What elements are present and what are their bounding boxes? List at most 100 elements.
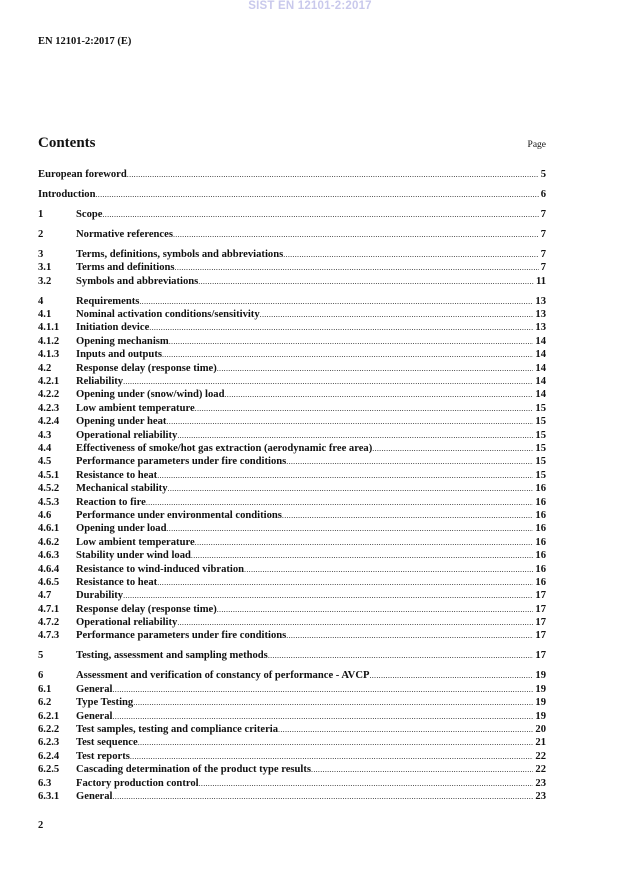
toc-entry-page: 17 — [535, 617, 546, 629]
toc-entry[interactable]: 6.2.3 Test sequence 21 — [38, 736, 546, 749]
toc-entry[interactable]: 6.2 Type Testing 19 — [38, 696, 546, 709]
toc-entry-title: Performance under environmental conditio… — [76, 509, 282, 521]
toc-entry[interactable]: 6.3 Factory production control 23 — [38, 777, 546, 790]
toc-entry[interactable]: 4.5.1 Resistance to heat 15 — [38, 469, 546, 482]
toc-entry[interactable]: 1 Scope 7 — [38, 208, 546, 221]
dot-leader — [177, 616, 533, 629]
toc-entry-page: 11 — [535, 275, 546, 287]
toc-entry[interactable]: 6.1 General 19 — [38, 683, 546, 696]
toc-entry-title: General — [76, 710, 113, 722]
dot-leader — [195, 536, 534, 549]
toc-entry-number: 4.7.3 — [38, 630, 60, 642]
toc-entry-number: 2 — [38, 228, 44, 240]
toc-entry-page: 19 — [535, 670, 546, 682]
toc-entry[interactable]: 6.2.2 Test samples, testing and complianc… — [38, 723, 546, 736]
toc-entry[interactable]: 4.7.1 Response delay (response time) 17 — [38, 603, 546, 616]
dot-leader — [268, 649, 534, 662]
toc-entry-title: Terms, definitions, symbols and abbrevia… — [76, 248, 284, 260]
toc-entry[interactable]: 4.2 Response delay (response time) 14 — [38, 362, 546, 375]
dot-leader — [217, 362, 534, 375]
toc-entry[interactable]: 4.2.3 Low ambient temperature 15 — [38, 402, 546, 415]
toc-entry[interactable]: 6.2.1 General 19 — [38, 710, 546, 723]
dot-leader — [217, 603, 534, 616]
toc-entry-page: 14 — [535, 362, 546, 374]
toc-entry[interactable]: Introduction 6 — [38, 188, 546, 201]
dot-leader — [278, 723, 533, 736]
toc-entry-title: Scope — [76, 208, 103, 220]
dot-leader — [168, 482, 534, 495]
toc-entry[interactable]: 4.6.5 Resistance to heat 16 — [38, 576, 546, 589]
toc-entry-title: Reaction to fire — [76, 496, 146, 508]
toc-entry-title: Test samples, testing and compliance cri… — [76, 724, 279, 735]
dot-leader — [173, 228, 539, 241]
toc-entry-number: 4.6 — [38, 509, 52, 521]
toc-entry-number: 4 — [38, 295, 44, 307]
contents-heading: Contents — [38, 135, 96, 151]
dot-leader — [162, 348, 533, 361]
toc-entry-number: 4.6.3 — [38, 550, 60, 562]
toc-entry-title: Normative references — [76, 228, 173, 240]
toc-entry-page: 16 — [535, 523, 546, 535]
toc-entry-page: 19 — [535, 710, 546, 722]
dot-leader — [146, 496, 534, 509]
toc-entry[interactable]: 4.2.4 Opening under heat 15 — [38, 415, 546, 428]
toc-entry-title: Opening under heat — [76, 416, 167, 428]
toc-entry-number: 4.7 — [38, 590, 52, 602]
toc-entry-number: 4.6.4 — [38, 563, 60, 575]
toc-entry-number: 4.5.1 — [38, 469, 60, 481]
toc-entry[interactable]: 4.7.3 Performance parameters under fire c… — [38, 629, 546, 642]
dot-leader — [177, 429, 533, 442]
toc-entry[interactable]: 4.1.1 Initiation device 13 — [38, 321, 546, 334]
toc-entry[interactable]: 4.6.4 Resistance to wind-induced vibratio… — [38, 563, 546, 576]
dot-leader — [369, 669, 533, 682]
toc-entry[interactable]: 4.6 Performance under environmental condi… — [38, 509, 546, 522]
toc-entry[interactable]: 6.2.4 Test reports 22 — [38, 750, 546, 763]
toc-entry[interactable]: 6.3.1 General 23 — [38, 790, 546, 803]
toc-group: 1 Scope 7 — [38, 208, 546, 221]
toc-entry[interactable]: 4.5 Performance parameters under fire con… — [38, 455, 546, 468]
toc-entry[interactable]: 2 Normative references 7 — [38, 228, 546, 241]
toc-entry[interactable]: 5 Testing, assessment and sampling method… — [38, 649, 546, 662]
toc-entry[interactable]: 4.1.3 Inputs and outputs 14 — [38, 348, 546, 361]
toc-entry-page: 15 — [535, 429, 546, 441]
toc-entry[interactable]: 4 Requirements 13 — [38, 295, 546, 308]
toc-entry-page: 15 — [535, 469, 546, 481]
toc-entry-title: Requirements — [76, 295, 140, 307]
toc-entry[interactable]: 4.5.2 Mechanical stability 16 — [38, 482, 546, 495]
toc-entry[interactable]: 4.2.1 Reliability 14 — [38, 375, 546, 388]
toc-entry-page: 21 — [535, 737, 546, 749]
toc-entry[interactable]: 3.1 Terms and definitions 7 — [38, 261, 546, 274]
toc-entry-title: Operational reliability — [76, 617, 178, 629]
toc-entry[interactable]: 4.7.2 Operational reliability 17 — [38, 616, 546, 629]
toc-entry-number: 6.2.5 — [38, 764, 60, 776]
dot-leader — [166, 415, 533, 428]
toc-entry[interactable]: 4.1 Nominal activation conditions/sensiti… — [38, 308, 546, 321]
toc-entry[interactable]: 4.6.1 Opening under load 16 — [38, 522, 546, 535]
toc-entry-number: 4.6.5 — [38, 576, 60, 588]
toc-entry-page: 20 — [535, 724, 546, 735]
toc-entry[interactable]: 4.1.2 Opening mechanism 14 — [38, 335, 546, 348]
toc-entry[interactable]: 4.3 Operational reliability 15 — [38, 429, 546, 442]
dot-leader — [112, 683, 533, 696]
toc-entry[interactable]: 3 Terms, definitions, symbols and abbrevi… — [38, 248, 546, 261]
toc-entry-title: Test reports — [76, 750, 130, 762]
toc-entry-number: 4.6.1 — [38, 523, 60, 535]
toc-entry[interactable]: 4.5.3 Reaction to fire 16 — [38, 496, 546, 509]
toc-entry[interactable]: 4.4 Effectiveness of smoke/hot gas extrac… — [38, 442, 546, 455]
toc-entry[interactable]: 4.6.3 Stability under wind load 16 — [38, 549, 546, 562]
toc-entry-page: 6 — [540, 188, 546, 200]
toc-entry-number: 4.2.2 — [38, 389, 60, 401]
toc-entry[interactable]: European foreword 5 — [38, 168, 546, 181]
toc-entry[interactable]: 6 Assessment and verification of constanc… — [38, 669, 546, 682]
toc-entry[interactable]: 6.2.5 Cascading determination of the prod… — [38, 763, 546, 776]
toc-entry-number: 3.1 — [38, 262, 52, 274]
toc-entry[interactable]: 4.2.2 Opening under (snow/wind) load 14 — [38, 388, 546, 401]
dot-leader — [169, 335, 534, 348]
toc-entry[interactable]: 4.6.2 Low ambient temperature 16 — [38, 536, 546, 549]
toc-entry-number: 3.2 — [38, 275, 52, 287]
toc-entry-page: 13 — [535, 322, 546, 334]
toc-entry[interactable]: 4.7 Durability 17 — [38, 589, 546, 602]
toc-entry-title: Nominal activation conditions/sensitivit… — [76, 309, 260, 321]
dot-leader — [133, 696, 533, 709]
toc-entry[interactable]: 3.2 Symbols and abbreviations 11 — [38, 275, 546, 288]
